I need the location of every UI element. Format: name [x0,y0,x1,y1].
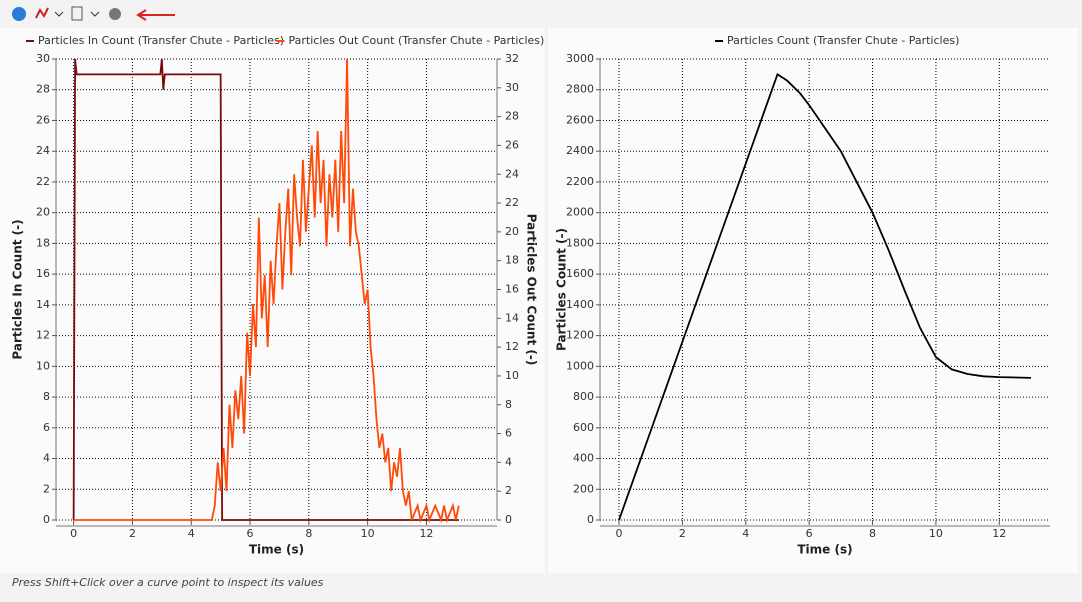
help-icon[interactable] [12,7,26,21]
y-tick-label: 2200 [566,175,594,188]
x-tick-label: 4 [188,527,195,540]
y-tick-label: 8 [43,390,50,403]
y-tick-label: 30 [36,52,50,65]
y2-tick-label: 8 [505,398,512,411]
y2-tick-label: 12 [505,340,519,353]
y-tick-label: 2 [43,482,50,495]
y-tick-label: 1800 [566,236,594,249]
y-tick-label: 10 [36,359,50,372]
y-tick-label: 1000 [566,359,594,372]
y-tick-label: 2800 [566,83,594,96]
x-tick-label: 0 [616,527,623,540]
x-tick-label: 12 [419,527,433,540]
y-tick-label: 0 [43,513,50,526]
y2-tick-label: 20 [505,225,519,238]
y-tick-label: 2000 [566,206,594,219]
y-tick-label: 14 [36,298,50,311]
x-tick-label: 2 [679,527,686,540]
dropdown[interactable] [54,11,64,17]
x-tick-label: 8 [305,527,312,540]
y-tick-label: 0 [587,513,594,526]
chart: 0246810121416182022242628300246810121416… [0,28,545,573]
x-tick-label: 6 [806,527,813,540]
series-line [73,58,460,524]
y-tick-label: 2400 [566,144,594,157]
export-icon[interactable] [71,6,83,21]
y2-tick-label: 22 [505,196,519,209]
y-tick-label: 16 [36,267,50,280]
y-tick-label: 6 [43,421,50,434]
y2-tick-label: 24 [505,167,519,180]
arrow [136,9,175,21]
y-tick-label: 1400 [566,298,594,311]
settings-icon[interactable] [109,8,121,20]
y-tick-label: 600 [573,421,594,434]
x-axis-title: Time (s) [797,543,852,557]
y2-tick-label: 10 [505,369,519,382]
x-tick-label: 4 [742,527,749,540]
x-tick-label: 12 [992,527,1006,540]
y-tick-label: 24 [36,144,50,157]
x-tick-label: 6 [247,527,254,540]
y2-tick-label: 18 [505,254,519,267]
y-tick-label: 4 [43,452,50,465]
y2-tick-label: 6 [505,427,512,440]
chart: 0 200 400 600 800 1000 1200 1400 1600 1800 2000 220… [548,28,1078,573]
y-tick-label: 400 [573,452,594,465]
series-line [72,58,459,521]
y-tick-label: 1200 [566,329,594,342]
status-text: Press Shift+Click over a curve point to … [12,576,324,589]
y-tick-label: 18 [36,236,50,249]
y-tick-label: 2600 [566,113,594,126]
toolbar [12,6,175,21]
y-tick-label: 12 [36,329,50,342]
y-tick-label: 800 [573,390,594,403]
y2-tick-label: 28 [505,110,519,123]
y2-tick-label: 2 [505,484,512,497]
y-tick-label: 20 [36,206,50,219]
series-line [618,72,1032,521]
x-tick-label: 8 [869,527,876,540]
y-tick-label: 26 [36,113,50,126]
x-tick-label: 2 [129,527,136,540]
curve-icon[interactable] [35,7,49,19]
y2-tick-label: 4 [505,455,512,468]
y2-axis-title: Particles Out Count (-) [525,214,539,366]
dropdown[interactable] [90,11,100,17]
x-tick-label: 10 [929,527,943,540]
legend-label: Particles In Count (Transfer Chute - Par… [38,34,284,47]
x-tick-label: 10 [361,527,375,540]
y-axis-title: Particles Count (-) [555,228,569,351]
y-tick-label: 22 [36,175,50,188]
y2-tick-label: 30 [505,81,519,94]
y-axis-title: Particles In Count (-) [11,219,25,359]
y2-tick-label: 32 [505,52,519,65]
y-tick-label: 1600 [566,267,594,280]
legend-label: Particles Count (Transfer Chute - Partic… [727,34,959,47]
x-tick-label: 0 [70,527,77,540]
y2-tick-label: 14 [505,311,519,324]
y-tick-label: 3000 [566,52,594,65]
y2-tick-label: 26 [505,138,519,151]
y-tick-label: 200 [573,482,594,495]
legend-label: Particles Out Count (Transfer Chute - Pa… [289,34,545,47]
y-tick-label: 28 [36,83,50,96]
y2-tick-label: 0 [505,513,512,526]
y2-tick-label: 16 [505,283,519,296]
x-axis-title: Time (s) [249,543,304,557]
